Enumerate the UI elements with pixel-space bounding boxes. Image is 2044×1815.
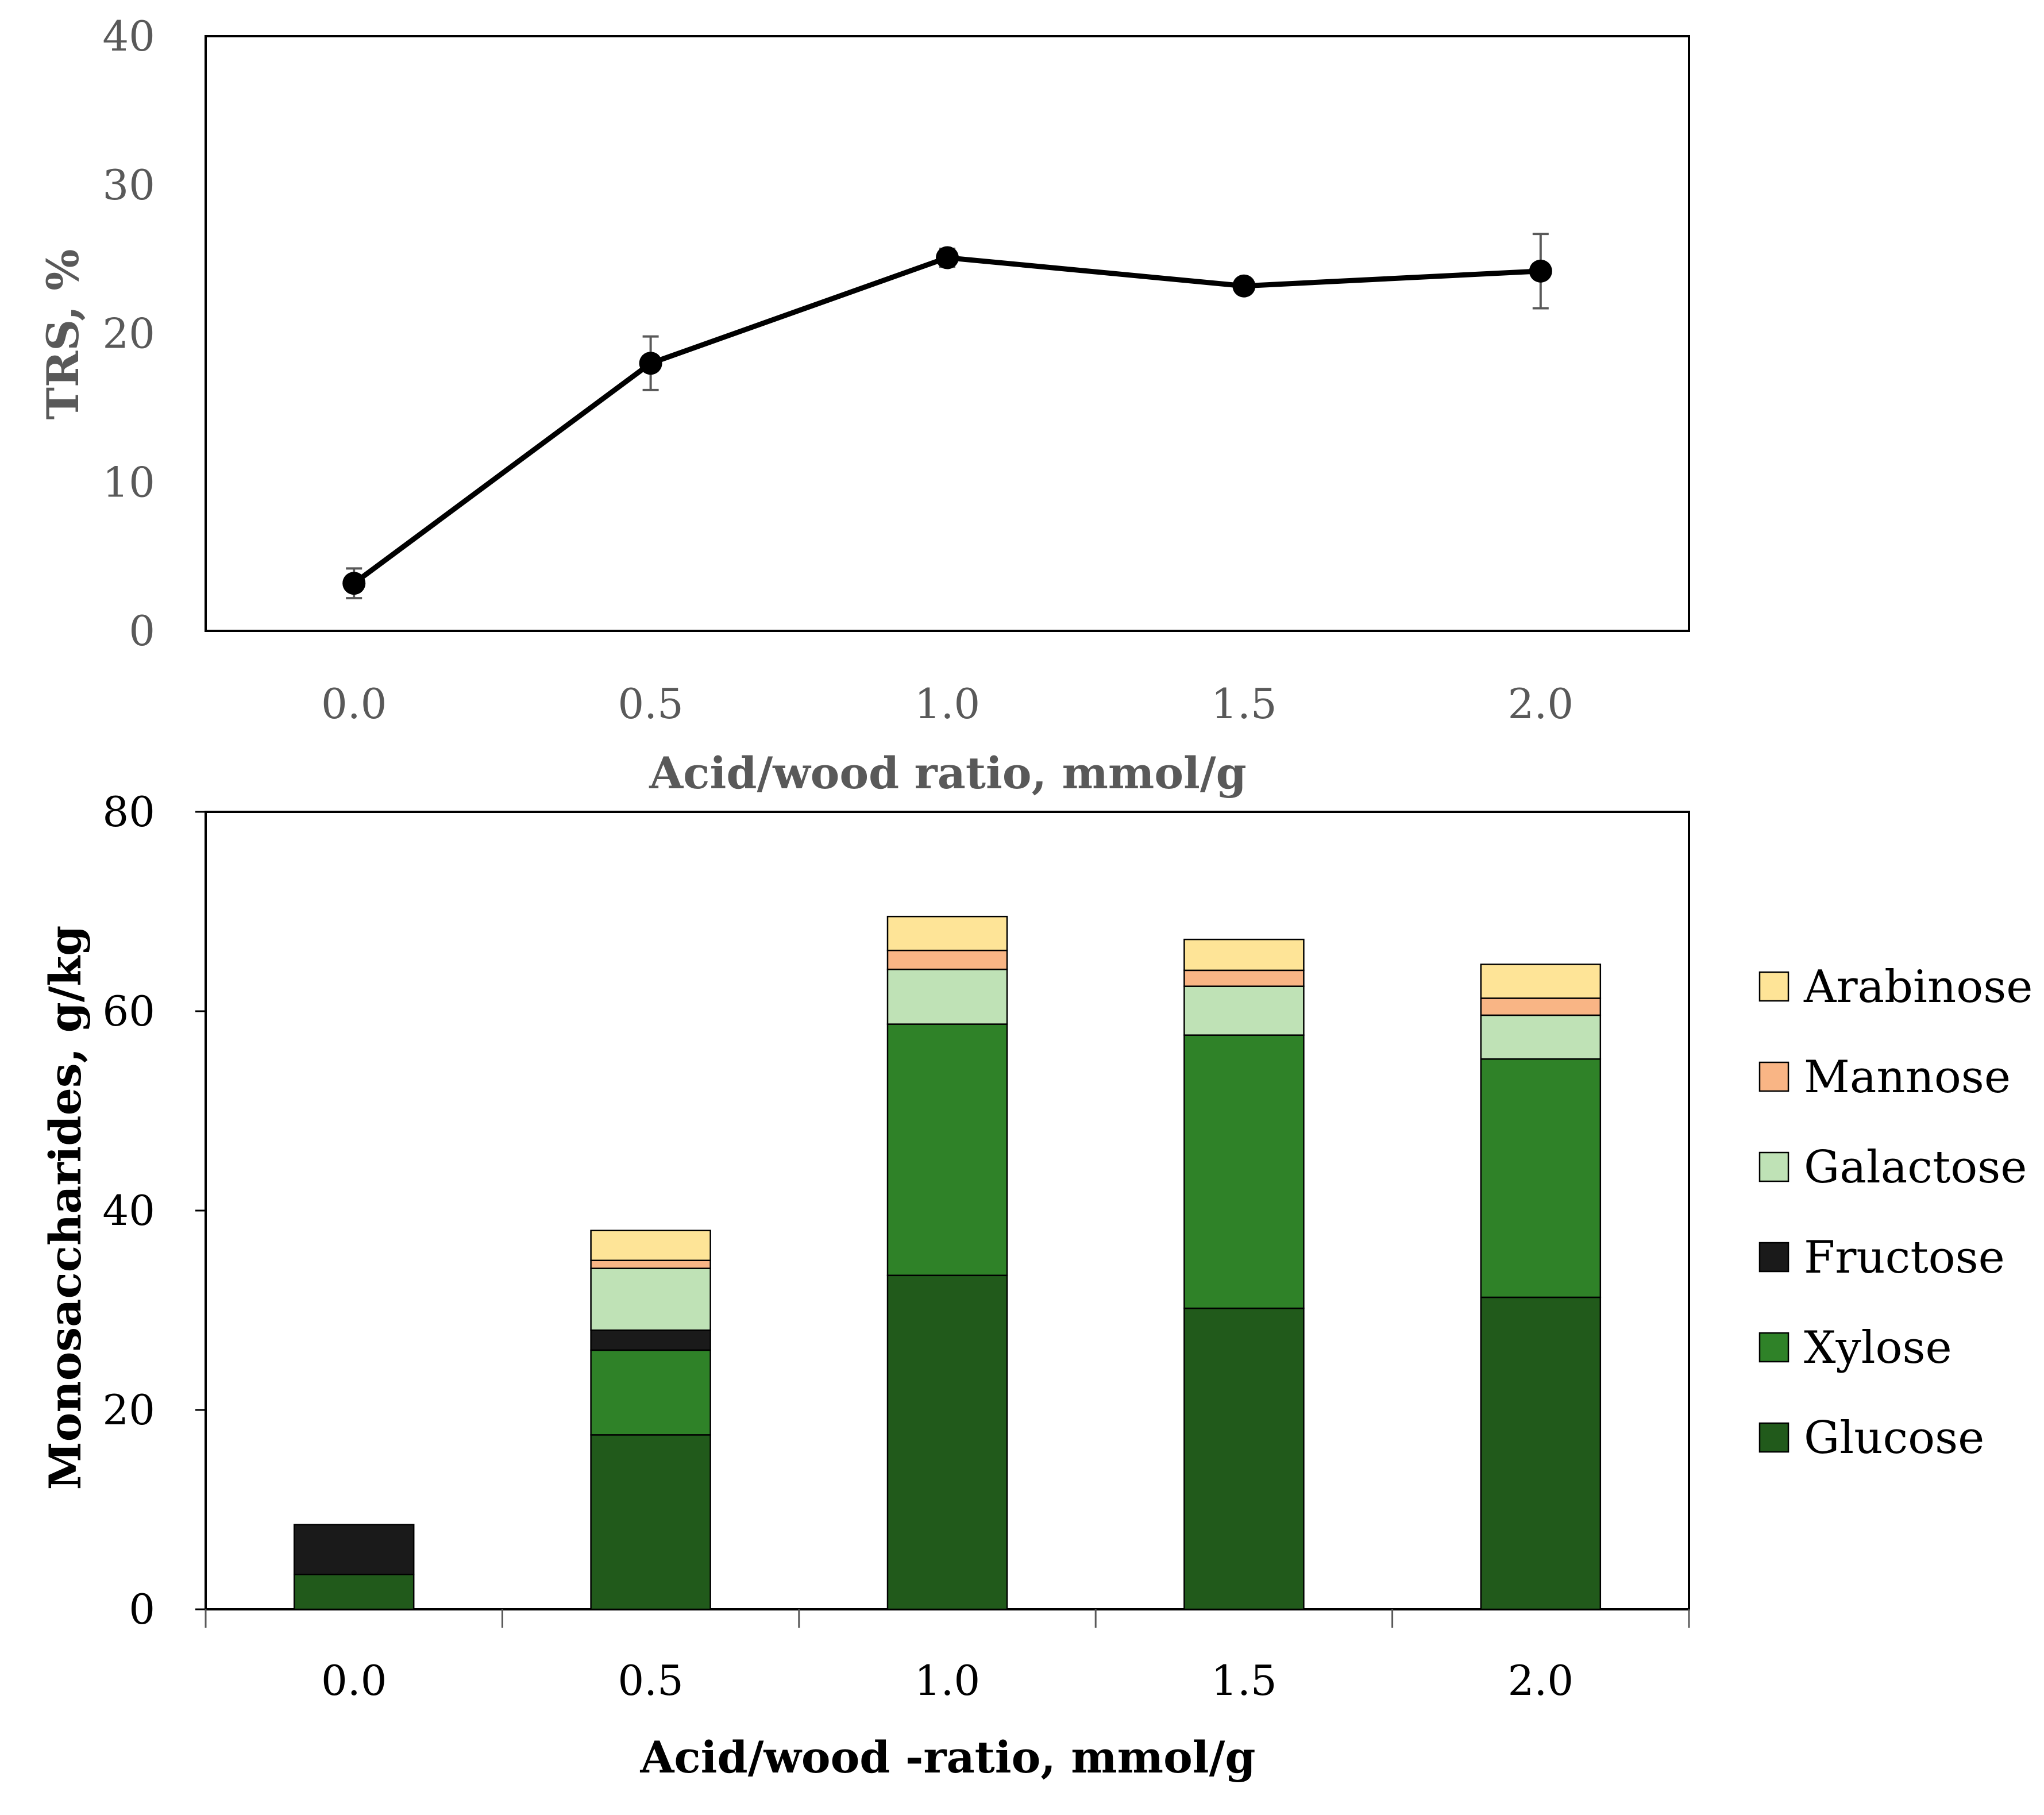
- top-y-tick-label: 40: [102, 12, 155, 60]
- stacked-bar: [886, 915, 1008, 1610]
- bar-segment-mannose: [886, 949, 1008, 970]
- top-x-tick-label: 0.0: [321, 680, 387, 728]
- top-y-tick-label: 0: [129, 607, 155, 655]
- bar-segment-galactose: [590, 1267, 711, 1331]
- bar-segment-arabinose: [1480, 964, 1602, 999]
- bar-segment-mannose: [1183, 969, 1305, 987]
- bar-segment-fructose: [590, 1329, 711, 1351]
- bottom-y-tick-label: 60: [102, 987, 155, 1035]
- legend-label: Xylose: [1804, 1322, 1952, 1374]
- bar-segment-fructose: [293, 1524, 415, 1575]
- top-y-tick-label: 10: [102, 458, 155, 506]
- top-x-axis-title: Acid/wood ratio, mmol/g: [649, 747, 1247, 799]
- legend-swatch: [1758, 1151, 1790, 1182]
- bottom-y-tick-label: 0: [129, 1585, 155, 1633]
- bar-segment-glucose: [886, 1274, 1008, 1610]
- trs-data-point: [936, 246, 959, 269]
- legend-label: Fructose: [1804, 1232, 2005, 1284]
- top-x-tick-label: 2.0: [1508, 680, 1574, 728]
- bar-segment-galactose: [1480, 1014, 1602, 1060]
- stacked-bar: [590, 1230, 711, 1610]
- legend-swatch: [1758, 1332, 1790, 1363]
- legend-swatch: [1758, 971, 1790, 1002]
- top-x-tick-label: 0.5: [618, 680, 684, 728]
- bottom-x-tick-label: 1.5: [1211, 1656, 1277, 1705]
- legend-item-arabinose: Arabinose: [1758, 961, 2033, 1013]
- bar-segment-arabinose: [590, 1230, 711, 1261]
- stacked-bar: [293, 1524, 415, 1610]
- bar-segment-glucose: [293, 1574, 415, 1610]
- bottom-x-axis-title: Acid/wood -ratio, mmol/g: [639, 1732, 1255, 1783]
- top-x-tick-label: 1.0: [915, 680, 981, 728]
- bottom-y-tick-label: 40: [102, 1186, 155, 1235]
- bottom-x-tick-label: 0.5: [618, 1656, 684, 1705]
- legend-label: Glucose: [1804, 1412, 1984, 1464]
- legend-swatch: [1758, 1061, 1790, 1092]
- bar-segment-mannose: [1480, 997, 1602, 1016]
- trs-data-point: [639, 352, 662, 375]
- trs-line-chart: 0 10 20 30 40 0.0 0.5 1.0 1.5 2.0 TRS, % Acid/wo…: [37, 12, 1690, 799]
- legend-label: Galactose: [1804, 1142, 2027, 1193]
- bottom-y-axis-title: Monosaccharides, g/kg: [40, 926, 91, 1490]
- trs-data-point: [342, 572, 366, 595]
- stacked-bar: [1480, 964, 1602, 1610]
- bottom-x-tick-label: 0.0: [321, 1656, 387, 1705]
- top-y-tick-label: 30: [102, 161, 155, 209]
- bar-segment-galactose: [886, 968, 1008, 1025]
- trs-series-line: [352, 255, 1541, 585]
- legend-item-galactose: Galactose: [1758, 1142, 2027, 1193]
- legend-label: Arabinose: [1803, 961, 2033, 1013]
- trs-data-point: [1232, 274, 1256, 298]
- bar-segment-galactose: [1183, 985, 1305, 1036]
- top-plot-frame: [205, 35, 1690, 632]
- legend-item-mannose: Mannose: [1758, 1051, 2011, 1103]
- bar-segment-xylose: [1183, 1034, 1305, 1309]
- bar-segment-xylose: [590, 1349, 711, 1436]
- top-y-axis-title: TRS, %: [37, 249, 88, 419]
- bar-segment-arabinose: [886, 915, 1008, 951]
- bottom-y-tick-label: 80: [102, 788, 155, 836]
- legend-item-fructose: Fructose: [1758, 1232, 2005, 1284]
- legend-item-xylose: Xylose: [1758, 1322, 1952, 1374]
- bar-segment-xylose: [1480, 1058, 1602, 1298]
- bar-segment-glucose: [1480, 1296, 1602, 1610]
- bar-segment-arabinose: [1183, 938, 1305, 972]
- monosaccharides-bar-chart: 0 20 40 60 80 0.0 0.5 1.0 1.5 2.0 Arabinose Manno…: [40, 788, 2033, 1783]
- bar-segment-glucose: [1183, 1307, 1305, 1610]
- bottom-x-tick-label: 2.0: [1508, 1656, 1574, 1705]
- bottom-y-tick-label: 20: [102, 1386, 155, 1434]
- legend-label: Mannose: [1804, 1051, 2011, 1103]
- stacked-bar: [1183, 938, 1305, 1610]
- bar-segment-glucose: [590, 1434, 711, 1610]
- top-x-tick-label: 1.5: [1211, 680, 1277, 728]
- legend-swatch: [1758, 1242, 1790, 1273]
- bottom-x-tick-label: 1.0: [915, 1656, 981, 1705]
- bar-segment-xylose: [886, 1023, 1008, 1277]
- legend-swatch: [1758, 1422, 1790, 1453]
- trs-data-point: [1529, 259, 1552, 283]
- legend-item-glucose: Glucose: [1758, 1412, 1984, 1464]
- bar-segment-mannose: [590, 1259, 711, 1269]
- top-y-tick-label: 20: [102, 310, 155, 358]
